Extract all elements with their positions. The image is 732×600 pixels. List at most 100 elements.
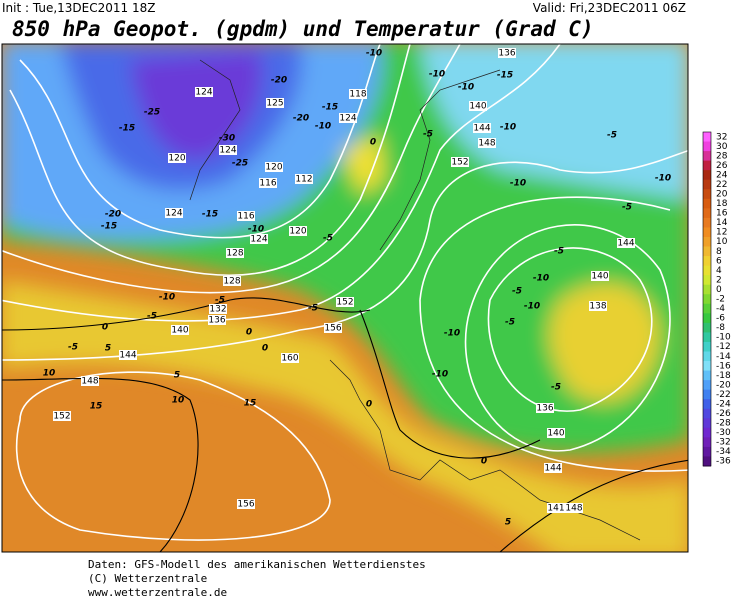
- colorbar-swatch: [703, 141, 711, 152]
- geopotential-label-box: [589, 301, 607, 311]
- colorbar-label: 2: [716, 275, 722, 285]
- colorbar-label: -28: [716, 419, 731, 429]
- geopotential-label: 144: [119, 351, 136, 361]
- temperature-label: -15: [322, 103, 338, 113]
- colorbar-swatch: [703, 427, 711, 438]
- geopotential-label: 148: [478, 139, 495, 149]
- temperature-label: -5: [505, 318, 515, 328]
- temperature-label: -10: [315, 122, 331, 132]
- geopotential-label: 140: [591, 272, 608, 282]
- colorbar-label: -18: [716, 371, 731, 381]
- geopotential-label-box: [165, 208, 183, 218]
- temperature-label: 0: [102, 323, 108, 333]
- geopotential-label-box: [469, 101, 487, 111]
- temperature-label: -10: [655, 174, 671, 184]
- geopotential-label: 128: [223, 277, 240, 287]
- geopotential-label: 124: [339, 114, 356, 124]
- colorbar-label: 28: [716, 151, 728, 161]
- geopotential-label-box: [171, 325, 189, 335]
- geopotential-label-box: [265, 162, 283, 172]
- geopotential-label-box: [547, 503, 565, 513]
- geopotential-label-box: [250, 234, 268, 244]
- colorbar-label: 26: [716, 161, 728, 171]
- geopotential-label: 144: [473, 124, 490, 134]
- colorbar-label: -14: [716, 352, 731, 362]
- geopotential-label: 125: [266, 99, 283, 109]
- colorbar-label: -2: [716, 295, 725, 305]
- temperature-label: 0: [262, 344, 268, 354]
- temperature-label: 10: [172, 396, 185, 406]
- colorbar-swatch: [703, 313, 711, 324]
- colorbar-label: 4: [716, 266, 722, 276]
- temperature-label: -25: [232, 159, 248, 169]
- temperature-label: -5: [308, 304, 318, 314]
- temperature-label: 15: [244, 399, 257, 409]
- colorbar-swatch: [703, 322, 711, 333]
- temperature-label: -15: [119, 124, 135, 134]
- colorbar-swatch: [703, 284, 711, 295]
- geopotential-label: 156: [237, 500, 254, 510]
- geopotential-label-box: [536, 403, 554, 413]
- geopotential-label: 144: [544, 464, 561, 474]
- geopotential-label: 124: [219, 146, 236, 156]
- footer-source: Daten: GFS-Modell des amerikanischen Wet…: [88, 558, 426, 571]
- colorbar-label: -30: [716, 428, 731, 438]
- geopotential-label: 116: [237, 212, 254, 222]
- colorbar-swatch: [703, 341, 711, 352]
- colorbar-swatch: [703, 236, 711, 248]
- colorbar-swatch: [703, 227, 711, 238]
- geopotential-label: 136: [208, 316, 225, 326]
- temperature-label: -5: [323, 234, 333, 244]
- colorbar-label: 32: [716, 132, 727, 142]
- colorbar-swatch: [703, 246, 711, 257]
- colorbar-swatch: [703, 389, 711, 400]
- colorbar-swatch: [703, 446, 711, 457]
- geopotential-label-box: [336, 297, 354, 307]
- temperature-label: 10: [43, 369, 56, 379]
- geopotential-label-box: [617, 238, 635, 248]
- temperature-label: -10: [366, 49, 382, 59]
- geopotential-label: 152: [451, 158, 468, 168]
- colorbar-label: 14: [716, 218, 728, 228]
- map-frame: [1, 43, 689, 553]
- temperature-label: -10: [510, 179, 526, 189]
- geopotential-label: 160: [281, 354, 298, 364]
- colorbar-label: -10: [716, 333, 731, 343]
- temperature-label: -20: [271, 76, 287, 86]
- geopotential-label-box: [324, 323, 342, 333]
- geopotential-label: 136: [536, 404, 553, 414]
- geopotential-label: 156: [324, 324, 341, 334]
- geopotential-label-box: [53, 411, 71, 421]
- temperature-label: -10: [159, 293, 175, 303]
- isotherm-contours: [2, 297, 688, 552]
- temperature-label: -10: [248, 225, 264, 235]
- temperature-label: -15: [497, 71, 513, 81]
- geopotential-contours: [2, 44, 688, 541]
- geopotential-label-box: [591, 271, 609, 281]
- geopotential-label-box: [473, 123, 491, 133]
- colorbar-swatch: [703, 189, 711, 200]
- geopotential-label: 118: [349, 90, 366, 100]
- geopotential-label: 124: [195, 88, 212, 98]
- colorbar-label: -22: [716, 390, 731, 400]
- geopotential-label-box: [547, 428, 565, 438]
- colorbar-label: -6: [716, 314, 725, 324]
- temperature-label: -5: [607, 131, 617, 141]
- temperature-label: 0: [481, 457, 487, 467]
- colorbar-swatch: [703, 179, 711, 190]
- temperature-label: -5: [68, 343, 78, 353]
- geopotential-label: 136: [498, 49, 515, 59]
- geopotential-label-box: [266, 98, 284, 108]
- temperature-label: 15: [90, 402, 103, 412]
- colorbar-label: 22: [716, 180, 727, 190]
- geopotential-label-box: [237, 499, 255, 509]
- colorbar-label: -24: [716, 399, 731, 409]
- colorbar-label: 12: [716, 228, 727, 238]
- colorbar-label: -20: [716, 380, 731, 390]
- colorbar-swatch: [703, 256, 711, 267]
- geopotential-label-box: [349, 89, 367, 99]
- colorbar-swatch: [703, 170, 711, 181]
- colorbar-label: 30: [716, 142, 728, 152]
- colorbar-swatch: [703, 361, 711, 372]
- valid-time: Valid: Fri,23DEC2011 06Z: [533, 1, 686, 15]
